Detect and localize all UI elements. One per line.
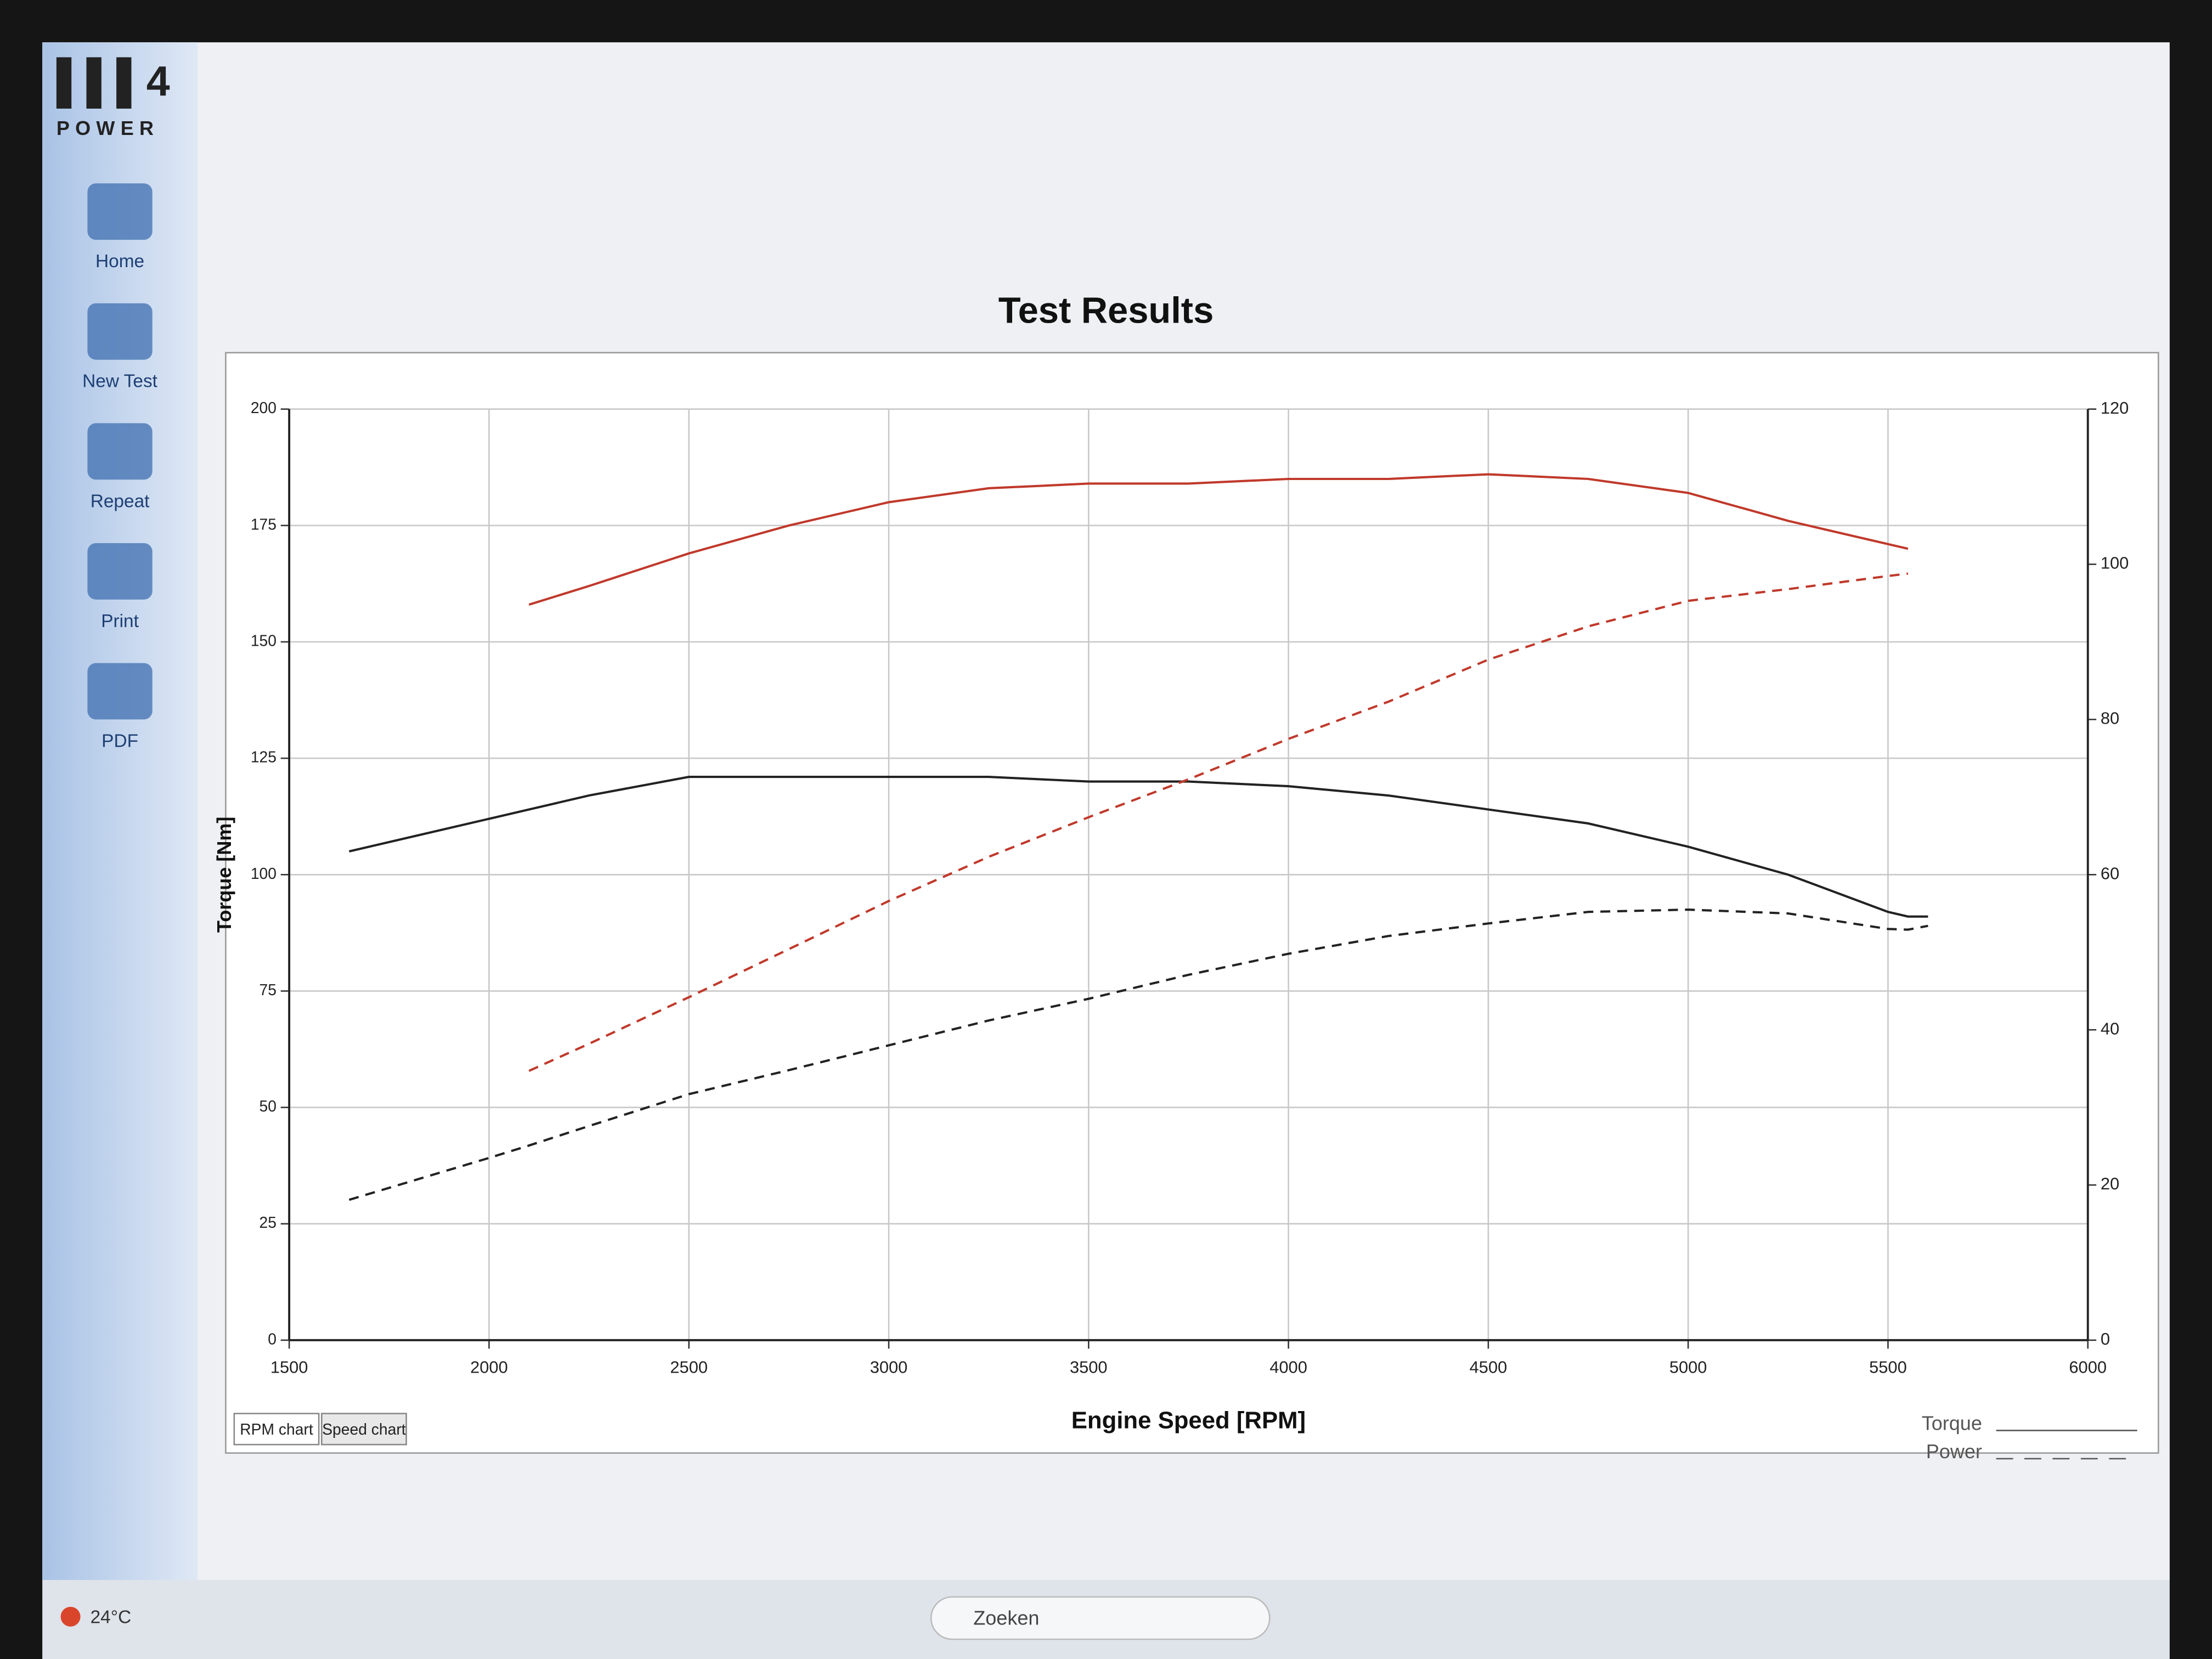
y2-tick-label: 40 (2101, 1019, 2119, 1038)
x-tick-label: 3000 (870, 1357, 908, 1376)
sidebar-button-icon[interactable] (87, 663, 153, 720)
x-tick-label: 3500 (1070, 1357, 1108, 1376)
y2-tick-label: 0 (2101, 1329, 2110, 1348)
legend-label: Torque (1922, 1412, 1982, 1435)
series-line (348, 776, 1928, 918)
x-axis-label: Engine Speed [RPM] (1071, 1407, 1306, 1434)
sidebar-button-icon[interactable] (87, 183, 153, 240)
sidebar-button-label[interactable]: Home (95, 251, 144, 272)
y2-tick-label: 80 (2101, 709, 2119, 728)
sidebar-button-label[interactable]: Repeat (91, 491, 150, 511)
sidebar-button-icon[interactable] (87, 543, 153, 600)
y-axis-label: Torque [Nm] (213, 817, 235, 933)
y-tick-label: 100 (251, 865, 276, 882)
x-tick-label: 5000 (1669, 1357, 1707, 1376)
sidebar-button-label[interactable]: PDF (101, 731, 138, 751)
x-tick-label: 1500 (270, 1357, 308, 1376)
tab[interactable] (233, 1413, 320, 1446)
y2-tick-label: 20 (2101, 1174, 2119, 1193)
chart-area (225, 352, 2159, 1454)
y-tick-label: 150 (251, 631, 276, 649)
tab-label[interactable]: Speed chart (322, 1420, 406, 1438)
series-line (528, 473, 1909, 606)
series-line (348, 908, 1928, 1201)
y-tick-label: 75 (259, 981, 276, 998)
legend-label: Power (1926, 1440, 1982, 1463)
y-tick-label: 125 (251, 748, 276, 766)
search-text[interactable]: Zoeken (973, 1607, 1039, 1629)
y2-tick-label: 60 (2101, 864, 2119, 883)
tab-label[interactable]: RPM chart (240, 1420, 313, 1438)
y-tick-label: 200 (251, 399, 276, 416)
sidebar-button-label[interactable]: Print (101, 611, 139, 631)
y-tick-label: 25 (259, 1214, 276, 1231)
x-tick-label: 2500 (670, 1357, 708, 1376)
tab[interactable] (321, 1413, 407, 1446)
x-tick-label: 5500 (1869, 1357, 1907, 1376)
x-tick-label: 4000 (1269, 1357, 1307, 1376)
y-tick-label: 50 (259, 1097, 276, 1115)
x-tick-label: 4500 (1470, 1357, 1508, 1376)
y-tick-label: 0 (268, 1330, 276, 1347)
y2-tick-label: 120 (2101, 398, 2129, 417)
logo-mark: ▌▌▌4 (57, 57, 170, 109)
sidebar-button-icon[interactable] (87, 303, 153, 360)
x-tick-label: 2000 (470, 1357, 508, 1376)
sidebar-button-label[interactable]: New Test (82, 371, 157, 392)
y2-tick-label: 100 (2101, 554, 2129, 573)
weather-icon (60, 1606, 81, 1627)
sidebar-button-icon[interactable] (87, 423, 153, 480)
sidebar (42, 42, 198, 1581)
chart-title: Test Results (998, 290, 1214, 331)
search-box[interactable] (930, 1596, 1271, 1640)
y-tick-label: 175 (251, 515, 276, 533)
logo-text: POWER (57, 117, 159, 139)
x-tick-label: 6000 (2069, 1357, 2107, 1376)
weather: 24°C (91, 1607, 132, 1627)
